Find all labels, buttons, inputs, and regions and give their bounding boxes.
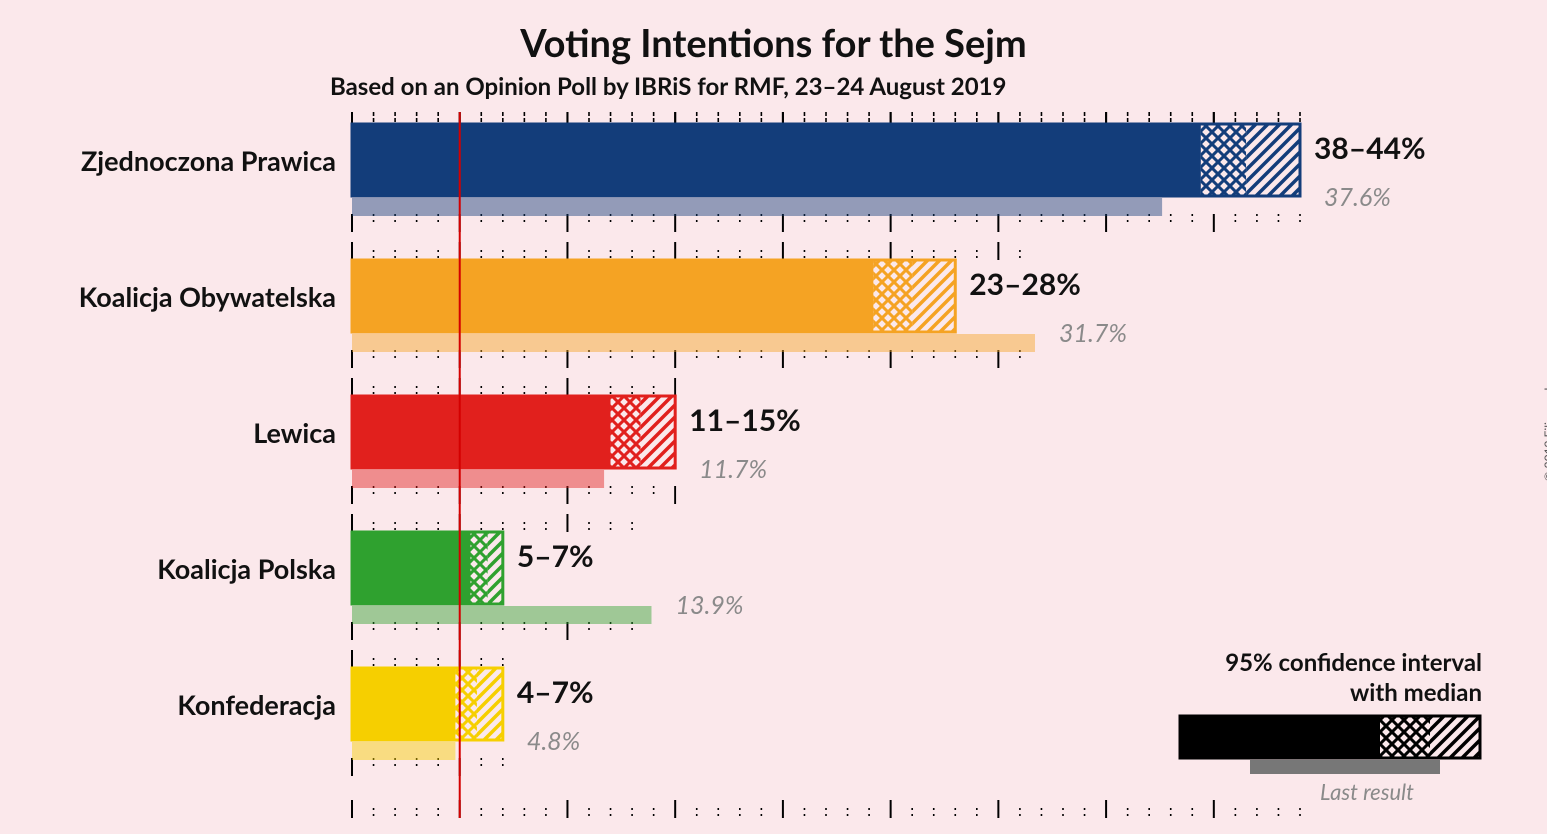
bar-row (352, 124, 1300, 216)
bar-row (352, 532, 651, 624)
last-result-label: 11.7% (699, 454, 767, 484)
legend-title-line1: 95% confidence interval (1225, 648, 1482, 677)
party-label: Koalicja Polska (157, 552, 336, 585)
party-label: Konfederacja (177, 688, 336, 721)
bar-row (352, 260, 1035, 352)
last-result-label: 31.7% (1059, 318, 1127, 348)
legend-title-line2: with median (1350, 678, 1482, 707)
party-label: Koalicja Obywatelska (79, 280, 336, 313)
bar-row (352, 396, 675, 488)
last-result-label: 13.9% (675, 590, 743, 620)
party-label: Lewica (253, 416, 336, 449)
bar-row (352, 668, 503, 760)
range-label: 23–28% (969, 266, 1081, 302)
range-label: 38–44% (1314, 130, 1426, 166)
range-label: 5–7% (517, 538, 594, 574)
legend-last-bar (1250, 760, 1440, 774)
legend-title: 95% confidence interval with median (1225, 648, 1482, 708)
party-label: Zjednoczona Prawica (81, 144, 336, 177)
last-result-label: 4.8% (527, 726, 580, 756)
chart-title: Voting Intentions for the Sejm (0, 20, 1547, 66)
range-label: 11–15% (689, 402, 801, 438)
last-result-label: 37.6% (1324, 182, 1391, 212)
chart-root: Voting Intentions for the Sejm Based on … (0, 0, 1547, 834)
copyright: © 2019 Filip van Laenen (1541, 353, 1547, 482)
legend-last-text: Last result (1320, 778, 1414, 805)
range-label: 4–7% (517, 674, 594, 710)
chart-subtitle: Based on an Opinion Poll by IBRiS for RM… (330, 72, 1006, 101)
